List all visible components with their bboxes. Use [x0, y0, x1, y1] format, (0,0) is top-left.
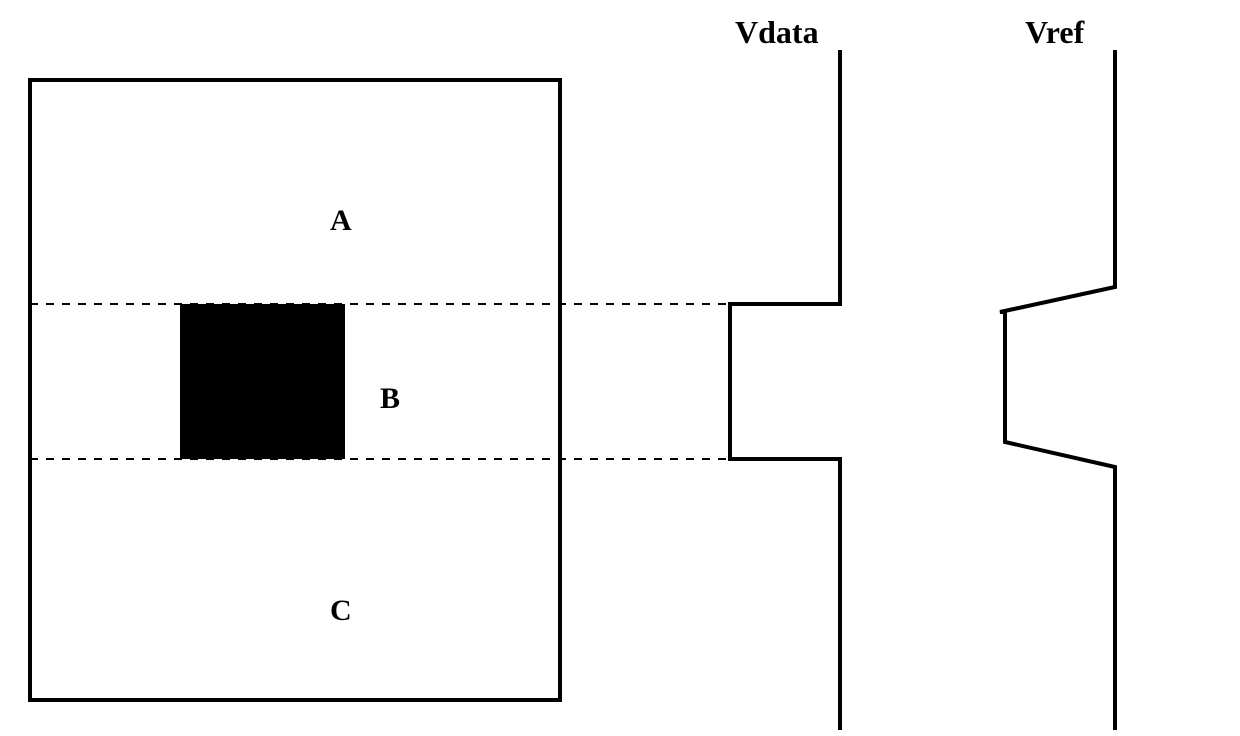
label-region-a: A: [330, 204, 352, 238]
label-vref: Vref: [1025, 14, 1084, 51]
label-vdata: Vdata: [735, 14, 819, 51]
diagram-svg: [0, 0, 1240, 736]
label-region-b: B: [380, 382, 400, 416]
label-region-c: C: [330, 594, 352, 628]
